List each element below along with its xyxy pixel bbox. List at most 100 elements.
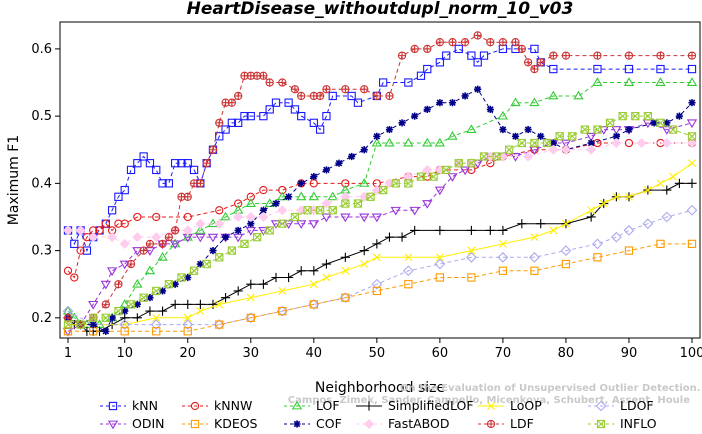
data-point-inflo-cross	[177, 273, 186, 282]
data-point-ldof	[623, 225, 635, 236]
data-point-odin	[422, 200, 433, 209]
data-point-cof	[524, 125, 532, 134]
data-point-simplifiedlof	[410, 225, 420, 236]
data-point-loop	[278, 286, 287, 295]
data-point-inflo	[278, 219, 287, 228]
data-point-ldf-cross	[688, 52, 696, 60]
data-point-knn	[687, 64, 697, 74]
data-point-ldf-cross	[215, 119, 223, 127]
data-point-knn	[259, 111, 268, 121]
data-point-cof	[474, 85, 482, 93]
data-point-fastabod	[523, 151, 534, 162]
data-point-knn	[290, 105, 300, 114]
series-line-ldf	[67, 34, 692, 326]
y-axis-label: Maximum F1	[6, 135, 22, 225]
data-point-inflo-cross	[631, 112, 640, 121]
series-line-odin	[67, 122, 693, 332]
data-point-knn	[265, 105, 274, 114]
data-point-simplifiedlof	[517, 219, 527, 229]
legend-label-loop: LoOP	[510, 398, 542, 413]
data-point-cof	[234, 226, 242, 235]
data-point-lof	[195, 225, 206, 234]
x-tick-label: 70	[495, 346, 512, 361]
data-point-inflo-cross	[669, 125, 678, 134]
data-point-inflo-cross	[568, 132, 577, 141]
data-point-cof	[625, 125, 633, 134]
data-point-knnw	[101, 219, 110, 228]
legend-marker-kdeos	[190, 419, 200, 429]
data-point-simplifiedlof	[586, 212, 596, 222]
series-ldf	[63, 31, 697, 329]
data-point-inflo-cross	[139, 293, 148, 302]
data-point-loop	[656, 179, 665, 188]
data-point-knn	[145, 159, 155, 168]
data-point-cof	[272, 199, 280, 208]
data-point-ldf-cross	[171, 226, 179, 235]
x-tick-label: 80	[558, 346, 575, 361]
data-point-inflo	[517, 138, 526, 148]
data-point-inflo-cross	[341, 199, 350, 208]
data-point-odin	[409, 206, 420, 216]
data-point-cof	[158, 287, 167, 295]
legend-item-ldf: LDF	[478, 416, 534, 431]
data-point-kdeos	[404, 280, 413, 289]
data-point-simplifiedlof	[233, 286, 243, 296]
legend-marker-ldof	[595, 400, 607, 412]
data-point-simplifiedlof	[208, 299, 218, 309]
x-tick-label: 10	[116, 346, 133, 361]
data-point-lof	[220, 211, 231, 221]
data-point-ldof	[434, 258, 446, 270]
data-point-odin	[296, 220, 307, 229]
data-point-odin	[359, 213, 370, 223]
data-point-inflo-cross	[379, 186, 388, 195]
data-point-cof	[322, 166, 331, 174]
data-point-ldof	[182, 319, 194, 330]
data-point-cof	[360, 146, 368, 154]
data-point-lof	[510, 97, 521, 107]
data-point-inflo	[391, 179, 400, 188]
data-point-inflo	[114, 306, 123, 316]
data-point-fastabod	[195, 218, 206, 229]
data-point-odin	[340, 213, 351, 223]
data-point-ldof	[119, 319, 131, 330]
legend-marker-lof	[291, 400, 303, 410]
data-point-odin	[510, 153, 521, 162]
data-point-simplifiedlof	[183, 299, 193, 309]
data-point-knn	[120, 185, 129, 195]
data-point-inflo-cross	[467, 159, 476, 168]
series-knn	[63, 44, 697, 255]
data-point-inflo-cross	[555, 132, 564, 141]
data-point-inflo	[139, 293, 148, 302]
data-point-lof	[296, 191, 307, 201]
data-point-ldf-cross	[436, 38, 444, 46]
data-point-inflo-cross	[89, 313, 98, 322]
data-point-cof	[663, 119, 671, 127]
data-point-loop	[549, 226, 558, 235]
x-tick-label: 60	[432, 346, 449, 361]
data-point-simplifiedlof	[132, 313, 142, 323]
data-point-knnw	[259, 185, 268, 195]
data-point-inflo	[542, 138, 552, 148]
data-point-ldof	[402, 265, 414, 277]
data-point-inflo-cross	[290, 212, 299, 221]
data-point-lof	[548, 90, 559, 100]
series-line-ldof	[67, 209, 693, 326]
data-point-knnw	[624, 138, 634, 148]
data-point-loop	[643, 186, 652, 195]
watermark-authors: Campos, Zimek, Sander, Campello, Micenko…	[288, 395, 690, 406]
data-point-inflo	[101, 313, 110, 322]
data-point-inflo-cross	[688, 132, 696, 141]
data-point-inflo-cross	[454, 159, 463, 168]
data-point-cof	[221, 233, 230, 241]
data-point-inflo	[656, 118, 665, 128]
data-point-fastabod	[277, 205, 288, 216]
data-point-knn	[126, 165, 136, 175]
data-point-inflo	[492, 152, 501, 161]
data-point-cof	[171, 280, 179, 288]
data-point-ldof	[661, 211, 673, 223]
data-point-loop	[152, 313, 161, 322]
legend-marker-odin	[107, 420, 119, 430]
data-point-ldf-cross	[423, 45, 431, 53]
data-point-inflo-cross	[404, 179, 413, 188]
data-point-ldf-cross	[537, 58, 545, 66]
